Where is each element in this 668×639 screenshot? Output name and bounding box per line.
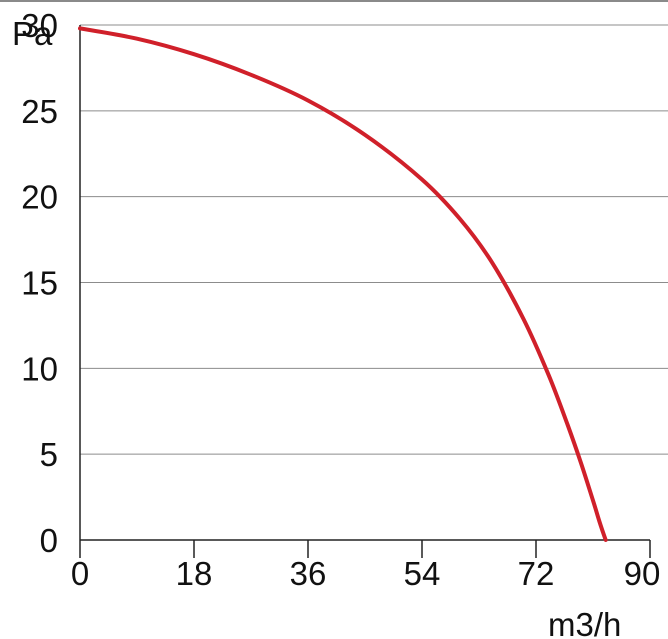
gridlines (80, 24, 668, 455)
y-axis-label: Pa (12, 15, 53, 52)
y-tick-label-15: 15 (21, 265, 58, 302)
series-line-0 (78, 26, 608, 542)
x-tick-label-90: 90 (624, 555, 661, 592)
y-tick-label-0: 0 (40, 522, 58, 559)
y-tick-label-20: 20 (21, 179, 58, 216)
x-tick-label-72: 72 (518, 555, 555, 592)
y-tick-label-5: 5 (40, 436, 58, 473)
y-tick-label-25: 25 (21, 93, 58, 130)
x-tick-label-54: 54 (404, 555, 441, 592)
axes (79, 25, 651, 558)
x-tick-label-18: 18 (176, 555, 213, 592)
x-axis-label: m3/h (548, 606, 621, 639)
y-tick-label-10: 10 (21, 350, 58, 387)
tick-labels: 0 5 10 15 20 25 30 0 18 36 54 72 90 (21, 7, 660, 592)
x-tick-label-0: 0 (71, 555, 89, 592)
y-tick-label-30: 30 (21, 7, 58, 44)
series-layer (78, 26, 608, 542)
x-tick-label-36: 36 (290, 555, 327, 592)
